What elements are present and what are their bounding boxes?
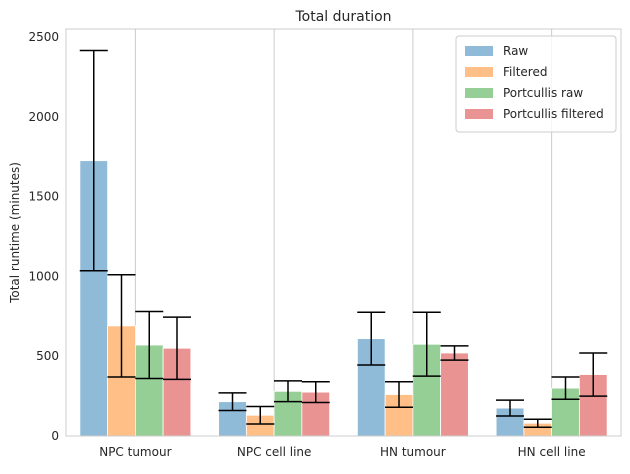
y-axis-label: Total runtime (minutes) — [8, 162, 22, 304]
x-tick-label: NPC cell line — [237, 445, 312, 459]
legend-swatch — [465, 67, 493, 77]
y-tick-label: 500 — [36, 349, 59, 363]
error-bar-layer — [79, 49, 608, 428]
x-tick-label: NPC tumour — [99, 445, 171, 459]
bar — [440, 352, 469, 437]
legend-label: Portcullis filtered — [503, 107, 604, 121]
y-tick-label: 2000 — [28, 110, 59, 124]
legend-box — [455, 35, 617, 133]
x-tick-label: HN tumour — [380, 445, 446, 459]
axis-layer: 0 500 1000 1500 2000 2500 NPC tumour NPC cell l… — [28, 30, 585, 459]
legend: Raw Filtered Portcullis raw Portcullis filt… — [455, 35, 617, 133]
legend-swatch — [465, 46, 493, 56]
y-tick-label: 1000 — [28, 269, 59, 283]
legend-label: Raw — [503, 44, 528, 58]
plot-frame — [65, 28, 622, 437]
chart-title: Total duration — [294, 9, 391, 25]
y-tick-label: 1500 — [28, 190, 59, 204]
y-tick-label: 2500 — [28, 30, 59, 44]
y-tick-label: 0 — [51, 429, 59, 443]
legend-swatch — [465, 88, 493, 98]
legend-label: Filtered — [503, 65, 547, 79]
legend-swatch — [465, 109, 493, 119]
legend-label: Portcullis raw — [503, 86, 583, 100]
x-tick-label: HN cell line — [518, 445, 586, 459]
bar — [578, 374, 608, 437]
